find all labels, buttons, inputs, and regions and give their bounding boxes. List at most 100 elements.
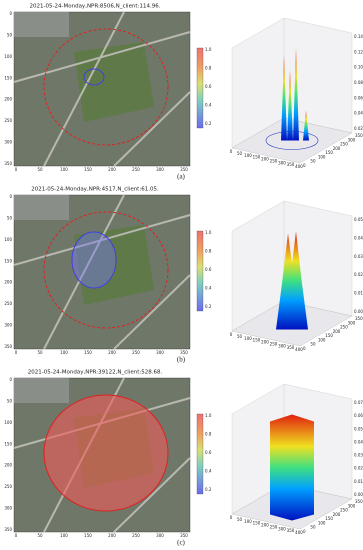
map-y-tick-label: 100 — [4, 237, 12, 242]
map-y-tick-label: 300 — [4, 323, 12, 328]
map-y-tick-label: 50 — [7, 32, 13, 37]
map-x-tick-label: 200 — [108, 350, 116, 355]
surface-z-tick-label: 0.01 — [354, 291, 363, 296]
surface-y-tick-label: 300 — [348, 137, 356, 142]
surface-x-tick-label: 0 — [230, 515, 233, 520]
surface-x-tick-label: 100 — [244, 336, 252, 341]
map-x-tick-label: 200 — [108, 167, 116, 172]
surface-z-tick-label: 0.05 — [354, 217, 363, 222]
surface-x-tick-label: 300 — [278, 526, 286, 531]
map-y-tick-label: 200 — [4, 463, 12, 468]
map-y-tick-label: 0 — [9, 377, 12, 382]
surface-y-tick-label: 50 — [310, 525, 316, 530]
colorbar-tick-label: 0.2 — [205, 121, 212, 126]
panel-label: (a) — [177, 173, 185, 181]
density-area — [43, 394, 169, 512]
surface-y-tick-label: 100 — [318, 154, 326, 159]
surface-y-tick-label: 0 — [303, 529, 306, 534]
surface-peak — [281, 55, 287, 141]
surface-x-tick-label: 200 — [261, 157, 269, 162]
density-contour — [83, 68, 105, 86]
map-x-tick-label: 150 — [84, 533, 92, 538]
surface-x-tick-label: 400 — [295, 164, 303, 169]
water — [14, 12, 69, 37]
surface-peak — [303, 110, 309, 141]
surface-body — [270, 414, 314, 521]
map-y-tick-label: 250 — [4, 118, 12, 123]
map-x-tick-label: 250 — [132, 533, 140, 538]
surface-z-tick-label: 0.06 — [354, 95, 363, 100]
map-y-tick-label: 350 — [4, 161, 12, 166]
surface-x-tick-label: 200 — [261, 523, 269, 528]
colorbar — [196, 230, 204, 312]
map-x-tick-label: 50 — [37, 167, 43, 172]
colorbar-tick-label: 0.2 — [205, 487, 212, 492]
map-y-tick-label: 200 — [4, 280, 12, 285]
surface-y-tick-label: 200 — [333, 146, 341, 151]
surface-y-tick-label: 100 — [318, 520, 326, 525]
surface-y-tick-label: 250 — [340, 508, 348, 513]
surface-z-tick-label: 0.02 — [354, 272, 363, 277]
colorbar-tick-label: 0.4 — [205, 103, 212, 108]
panel-label: (b) — [177, 356, 186, 364]
colorbar-tick-label: 0.4 — [205, 286, 212, 291]
surface-peak — [287, 70, 293, 141]
surface-x-tick-label: 250 — [270, 341, 278, 346]
surface-z-tick-label: 0.04 — [354, 111, 363, 116]
map-x-tick-label: 0 — [15, 533, 18, 538]
map-y-tick-label: 150 — [4, 258, 12, 263]
surface-y-tick-label: 50 — [310, 342, 316, 347]
surface-y-tick-label: 100 — [318, 337, 326, 342]
panel-label: (c) — [177, 539, 185, 547]
surface-y-tick-label: 200 — [333, 329, 341, 334]
map-y-tick-label: 250 — [4, 484, 12, 489]
surface-y-tick-label: 350 — [355, 499, 363, 504]
water — [14, 195, 69, 220]
surface-z-tick-label: 0.04 — [354, 439, 363, 444]
map-x-tick-label: 50 — [37, 350, 43, 355]
map-y-tick-label: 50 — [7, 215, 13, 220]
map-y-tick-label: 100 — [4, 420, 12, 425]
map-y-tick-label: 0 — [9, 11, 12, 16]
surface-z-tick-label: 0.14 — [354, 34, 363, 39]
panel-title: 2021-05-24-Monday,NPR:39122,N_client:528… — [28, 370, 163, 376]
map-x-tick-label: 50 — [37, 533, 43, 538]
surface-y-tick-label: 350 — [355, 133, 363, 138]
surface-x-tick-label: 350 — [287, 345, 295, 350]
surface-x-tick-label: 200 — [261, 340, 269, 345]
surface-peak — [293, 48, 299, 141]
surface-z-tick-label: 0.02 — [354, 466, 363, 471]
map-x-tick-label: 350 — [180, 167, 188, 172]
surface-z-tick-label: 0.08 — [354, 80, 363, 85]
green-area — [74, 225, 154, 305]
map-x-tick-label: 250 — [132, 350, 140, 355]
map-x-tick-label: 350 — [180, 533, 188, 538]
surface-x-tick-label: 50 — [237, 151, 243, 156]
green-area — [74, 42, 154, 122]
map-y-tick-label: 200 — [4, 97, 12, 102]
colorbar-tick-label: 0.6 — [205, 267, 212, 272]
panel-title: 2021-05-24-Monday,NPR:8506,N_client:114.… — [30, 4, 161, 10]
map-x-tick-label: 300 — [156, 167, 164, 172]
map-y-tick-label: 150 — [4, 441, 12, 446]
surface-y-tick-label: 300 — [348, 503, 356, 508]
map-y-tick-label: 150 — [4, 75, 12, 80]
surface-z-tick-label: 0.06 — [354, 413, 363, 418]
colorbar-tick-label: 0.6 — [205, 84, 212, 89]
surface-z-tick-label: 0.07 — [354, 400, 363, 405]
water — [14, 378, 69, 403]
surface-x-tick-label: 350 — [287, 528, 295, 533]
surface-x-tick-label: 350 — [287, 162, 295, 167]
surface-y-tick-label: 150 — [325, 516, 333, 521]
map-x-tick-label: 200 — [108, 533, 116, 538]
panel-title: 2021-05-24-Monday,NPR:4517,N_client:61.0… — [31, 187, 159, 193]
surface-z-tick-label: 0.00 — [354, 492, 363, 497]
map-x-tick-label: 250 — [132, 167, 140, 172]
map-x-tick-label: 300 — [156, 533, 164, 538]
map-y-tick-label: 50 — [7, 398, 13, 403]
map-y-tick-label: 100 — [4, 54, 12, 59]
surface-z-tick-label: 0.03 — [354, 254, 363, 259]
surface-x-tick-label: 150 — [253, 155, 261, 160]
density-contour — [71, 231, 117, 289]
